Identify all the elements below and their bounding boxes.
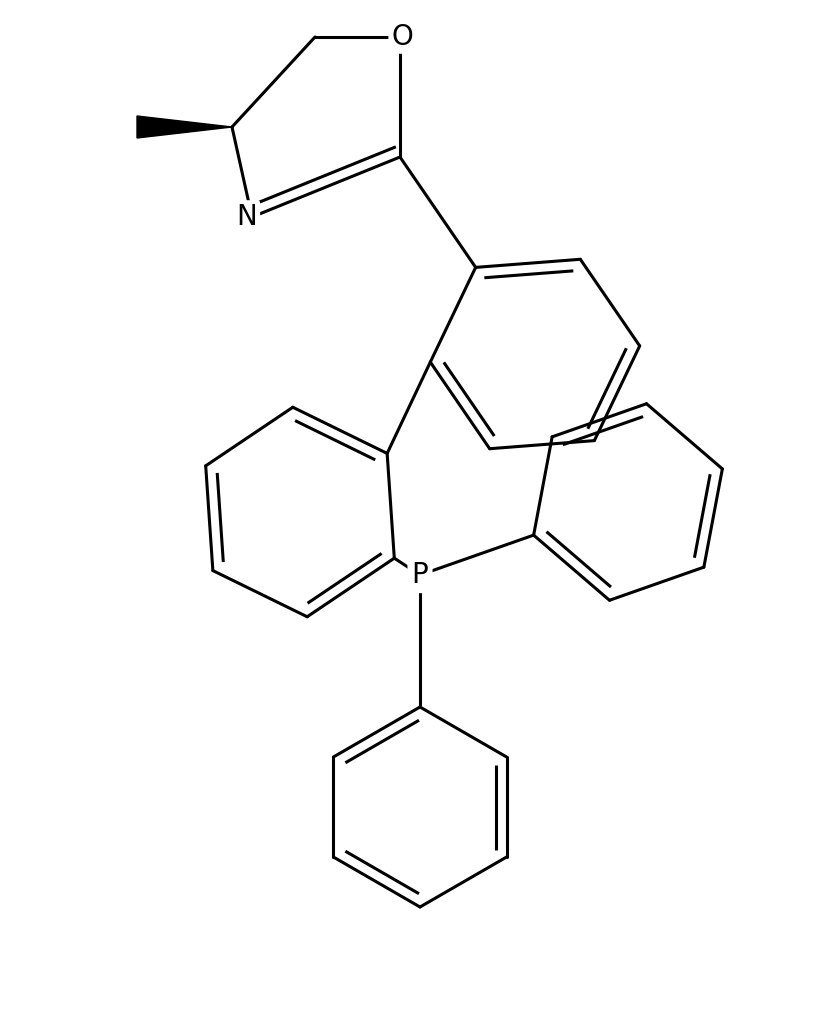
Text: O: O bbox=[391, 24, 413, 51]
Text: N: N bbox=[237, 203, 257, 231]
Polygon shape bbox=[137, 117, 232, 138]
Text: P: P bbox=[412, 561, 428, 589]
